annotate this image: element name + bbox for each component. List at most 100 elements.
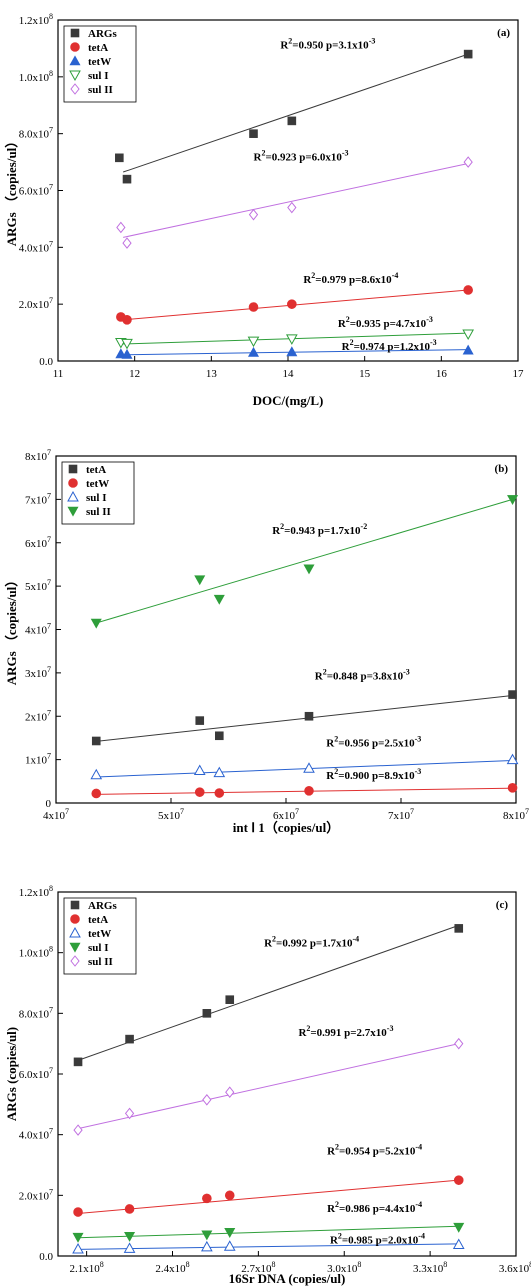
chart-b-data-point: [91, 619, 101, 628]
chart-c-fit-annotation: R2=0.986 p=4.4x10-4: [327, 1200, 422, 1215]
chart-b-y-tick-label-exp: 7: [47, 622, 51, 631]
chart-c-data-point: [73, 1244, 83, 1253]
chart-a-x-tick-label: 15: [359, 368, 371, 380]
chart-panel-b: 4x107 5x107 6x107 7x107 8x107 0 1x107 2x107 3x10…: [0, 440, 531, 840]
chart-b-x-tick-label-base: 8x10: [503, 810, 526, 822]
chart-c-data-point: [225, 1191, 234, 1200]
ann-p-exp: -3: [403, 667, 410, 676]
chart-c-svg: 2.1x108 2.4x108 2.7x108 3.0x108 3.3x108 3.6x1…: [0, 880, 531, 1286]
chart-b-y-tick-label-base: 8x10: [25, 451, 48, 463]
chart-c-x-tick-label: 2.1x108: [70, 1260, 104, 1275]
chart-b-data-point: [305, 712, 313, 720]
chart-c-x-tick-label-exp: 8: [357, 1260, 361, 1269]
chart-b-fit-line: [96, 695, 512, 741]
chart-c-fit-line: [78, 1044, 459, 1129]
chart-a-data-point: [123, 238, 131, 248]
chart-c-x-tick-label-base: 2.1x10: [70, 1263, 101, 1275]
chart-c-y-tick-label: 1.0x108: [19, 945, 53, 960]
chart-b-legend-marker: [69, 479, 78, 488]
chart-b-y-tick-label: 4x107: [25, 622, 51, 637]
chart-b-data-point: [195, 576, 205, 585]
chart-c-data-point: [74, 1208, 83, 1217]
chart-c-x-tick-label: 3.3x108: [413, 1260, 447, 1275]
chart-a-x-tick-label: 14: [283, 368, 295, 380]
chart-b-fit-annotation: R2=0.848 p=3.8x10-3: [315, 667, 410, 682]
chart-a-fit-annotation: R2=0.974 p=1.2x10-3: [342, 338, 437, 353]
chart-c-y-tick-label-base: 1.0x10: [19, 948, 50, 960]
chart-a-x-tick-label-base: 12: [129, 368, 140, 380]
chart-a-x-tick-label: 16: [436, 368, 448, 380]
chart-b-data-point: [196, 717, 204, 725]
chart-a-x-tick-label-base: 17: [513, 368, 525, 380]
chart-b-legend-marker: [69, 465, 77, 473]
chart-c-x-tick-label-base: 3.3x10: [413, 1263, 444, 1275]
chart-b-svg: 4x107 5x107 6x107 7x107 8x10701x1072x1073x10…: [0, 440, 531, 840]
chart-a-data-point: [123, 315, 132, 324]
chart-c-x-axis-label: 16Sr DNA (copies/ul): [229, 1271, 346, 1286]
chart-b-series-2: [91, 755, 517, 779]
chart-b-data-point: [305, 786, 314, 795]
chart-b-fit-annotation: R2=0.900 p=8.9x10-3: [326, 767, 421, 782]
ann-r2: =0.935 p=4.7x10: [350, 318, 427, 330]
chart-b-x-tick-label: 5x107: [158, 807, 184, 822]
chart-a-data-point: [115, 154, 123, 162]
chart-b-y-tick-label: 7x107: [25, 491, 51, 506]
chart-a-legend-marker: [71, 29, 79, 37]
chart-a-x-tick-label-base: 11: [53, 368, 64, 380]
chart-a-x-axis-label: DOC/(mg/L): [253, 393, 324, 408]
chart-b-y-tick-label-base: 0: [46, 798, 52, 810]
chart-c-x-tick-label: 3.6x108: [499, 1260, 531, 1275]
chart-a-y-tick-label: 6.0x107: [19, 183, 53, 198]
chart-a-legend-label: tetW: [88, 56, 111, 68]
chart-b-legend-label: tetA: [86, 464, 106, 476]
chart-a-data-point: [249, 347, 259, 356]
chart-b-data-point: [195, 788, 204, 797]
chart-c-y-tick-label-base: 1.2x10: [19, 887, 50, 899]
chart-c-legend-label: tetA: [88, 914, 108, 926]
chart-a-data-point: [288, 117, 296, 125]
ann-p-exp: -3: [342, 149, 349, 158]
ann-r2: =0.979 p=8.6x10: [315, 274, 392, 286]
ann-r2: =0.923 p=6.0x10: [265, 152, 342, 164]
chart-c-data-point: [74, 1125, 82, 1135]
chart-a-x-tick-label: 11: [53, 368, 64, 380]
chart-c-x-tick-label-exp: 8: [100, 1260, 104, 1269]
chart-a-y-tick-label-exp: 7: [49, 126, 53, 135]
chart-b-x-tick-label: 7x107: [388, 807, 414, 822]
chart-c-data-point: [202, 1242, 212, 1251]
chart-c-fit-annotation: R2=0.985 p=2.0x10-4: [330, 1231, 425, 1246]
chart-c-y-tick-label: 6.0x107: [19, 1066, 53, 1081]
chart-a-legend-label: tetA: [88, 42, 108, 54]
chart-b-y-tick-label: 6x107: [25, 535, 51, 550]
chart-b-fit-line: [96, 499, 512, 623]
chart-a-y-tick-label: 8.0x107: [19, 126, 53, 141]
chart-b-y-tick-label-base: 2x10: [25, 711, 48, 723]
chart-c-data-point: [125, 1204, 134, 1213]
ann-r2: =0.956 p=2.5x10: [338, 738, 415, 750]
chart-c-fit-annotation: R2=0.991 p=2.7x10-3: [298, 1024, 393, 1039]
chart-c-panel-label: (c): [496, 899, 509, 911]
chart-a-fit-annotation: R2=0.923 p=6.0x10-3: [254, 149, 349, 164]
chart-c-data-point: [226, 996, 234, 1004]
chart-c-legend-label: ARGs: [88, 900, 117, 912]
chart-b-y-tick-label: 8x107: [25, 448, 51, 463]
chart-c-data-point: [454, 1223, 464, 1232]
chart-a-fit-annotation: R2=0.950 p=3.1x10-3: [280, 36, 375, 51]
chart-b-y-tick-label-exp: 7: [47, 708, 51, 717]
chart-c-y-tick-label-exp: 7: [49, 1005, 53, 1014]
chart-a-y-tick-label-exp: 7: [49, 296, 53, 305]
ann-p-exp: -3: [387, 1024, 394, 1033]
chart-b-x-tick-label-base: 4x10: [43, 810, 66, 822]
ann-r2: =0.986 p=4.4x10: [339, 1203, 416, 1215]
chart-a-y-tick-label: 1.2x108: [19, 12, 53, 27]
chart-c-y-tick-label: 8.0x107: [19, 1005, 53, 1020]
chart-b-y-tick-label-exp: 7: [47, 578, 51, 587]
ann-r2: =0.900 p=8.9x10: [338, 770, 415, 782]
chart-c-x-tick-label: 2.4x108: [155, 1260, 189, 1275]
chart-a-y-tick-label-base: 8.0x10: [19, 129, 50, 141]
chart-a-x-tick-label-base: 13: [206, 368, 218, 380]
chart-b-data-point: [215, 789, 224, 798]
chart-b-y-axis-label: ARGs （copies/ul）: [4, 574, 19, 686]
chart-a-y-tick-label-base: 0.0: [39, 356, 53, 368]
chart-c-y-tick-label-exp: 7: [49, 1127, 53, 1136]
